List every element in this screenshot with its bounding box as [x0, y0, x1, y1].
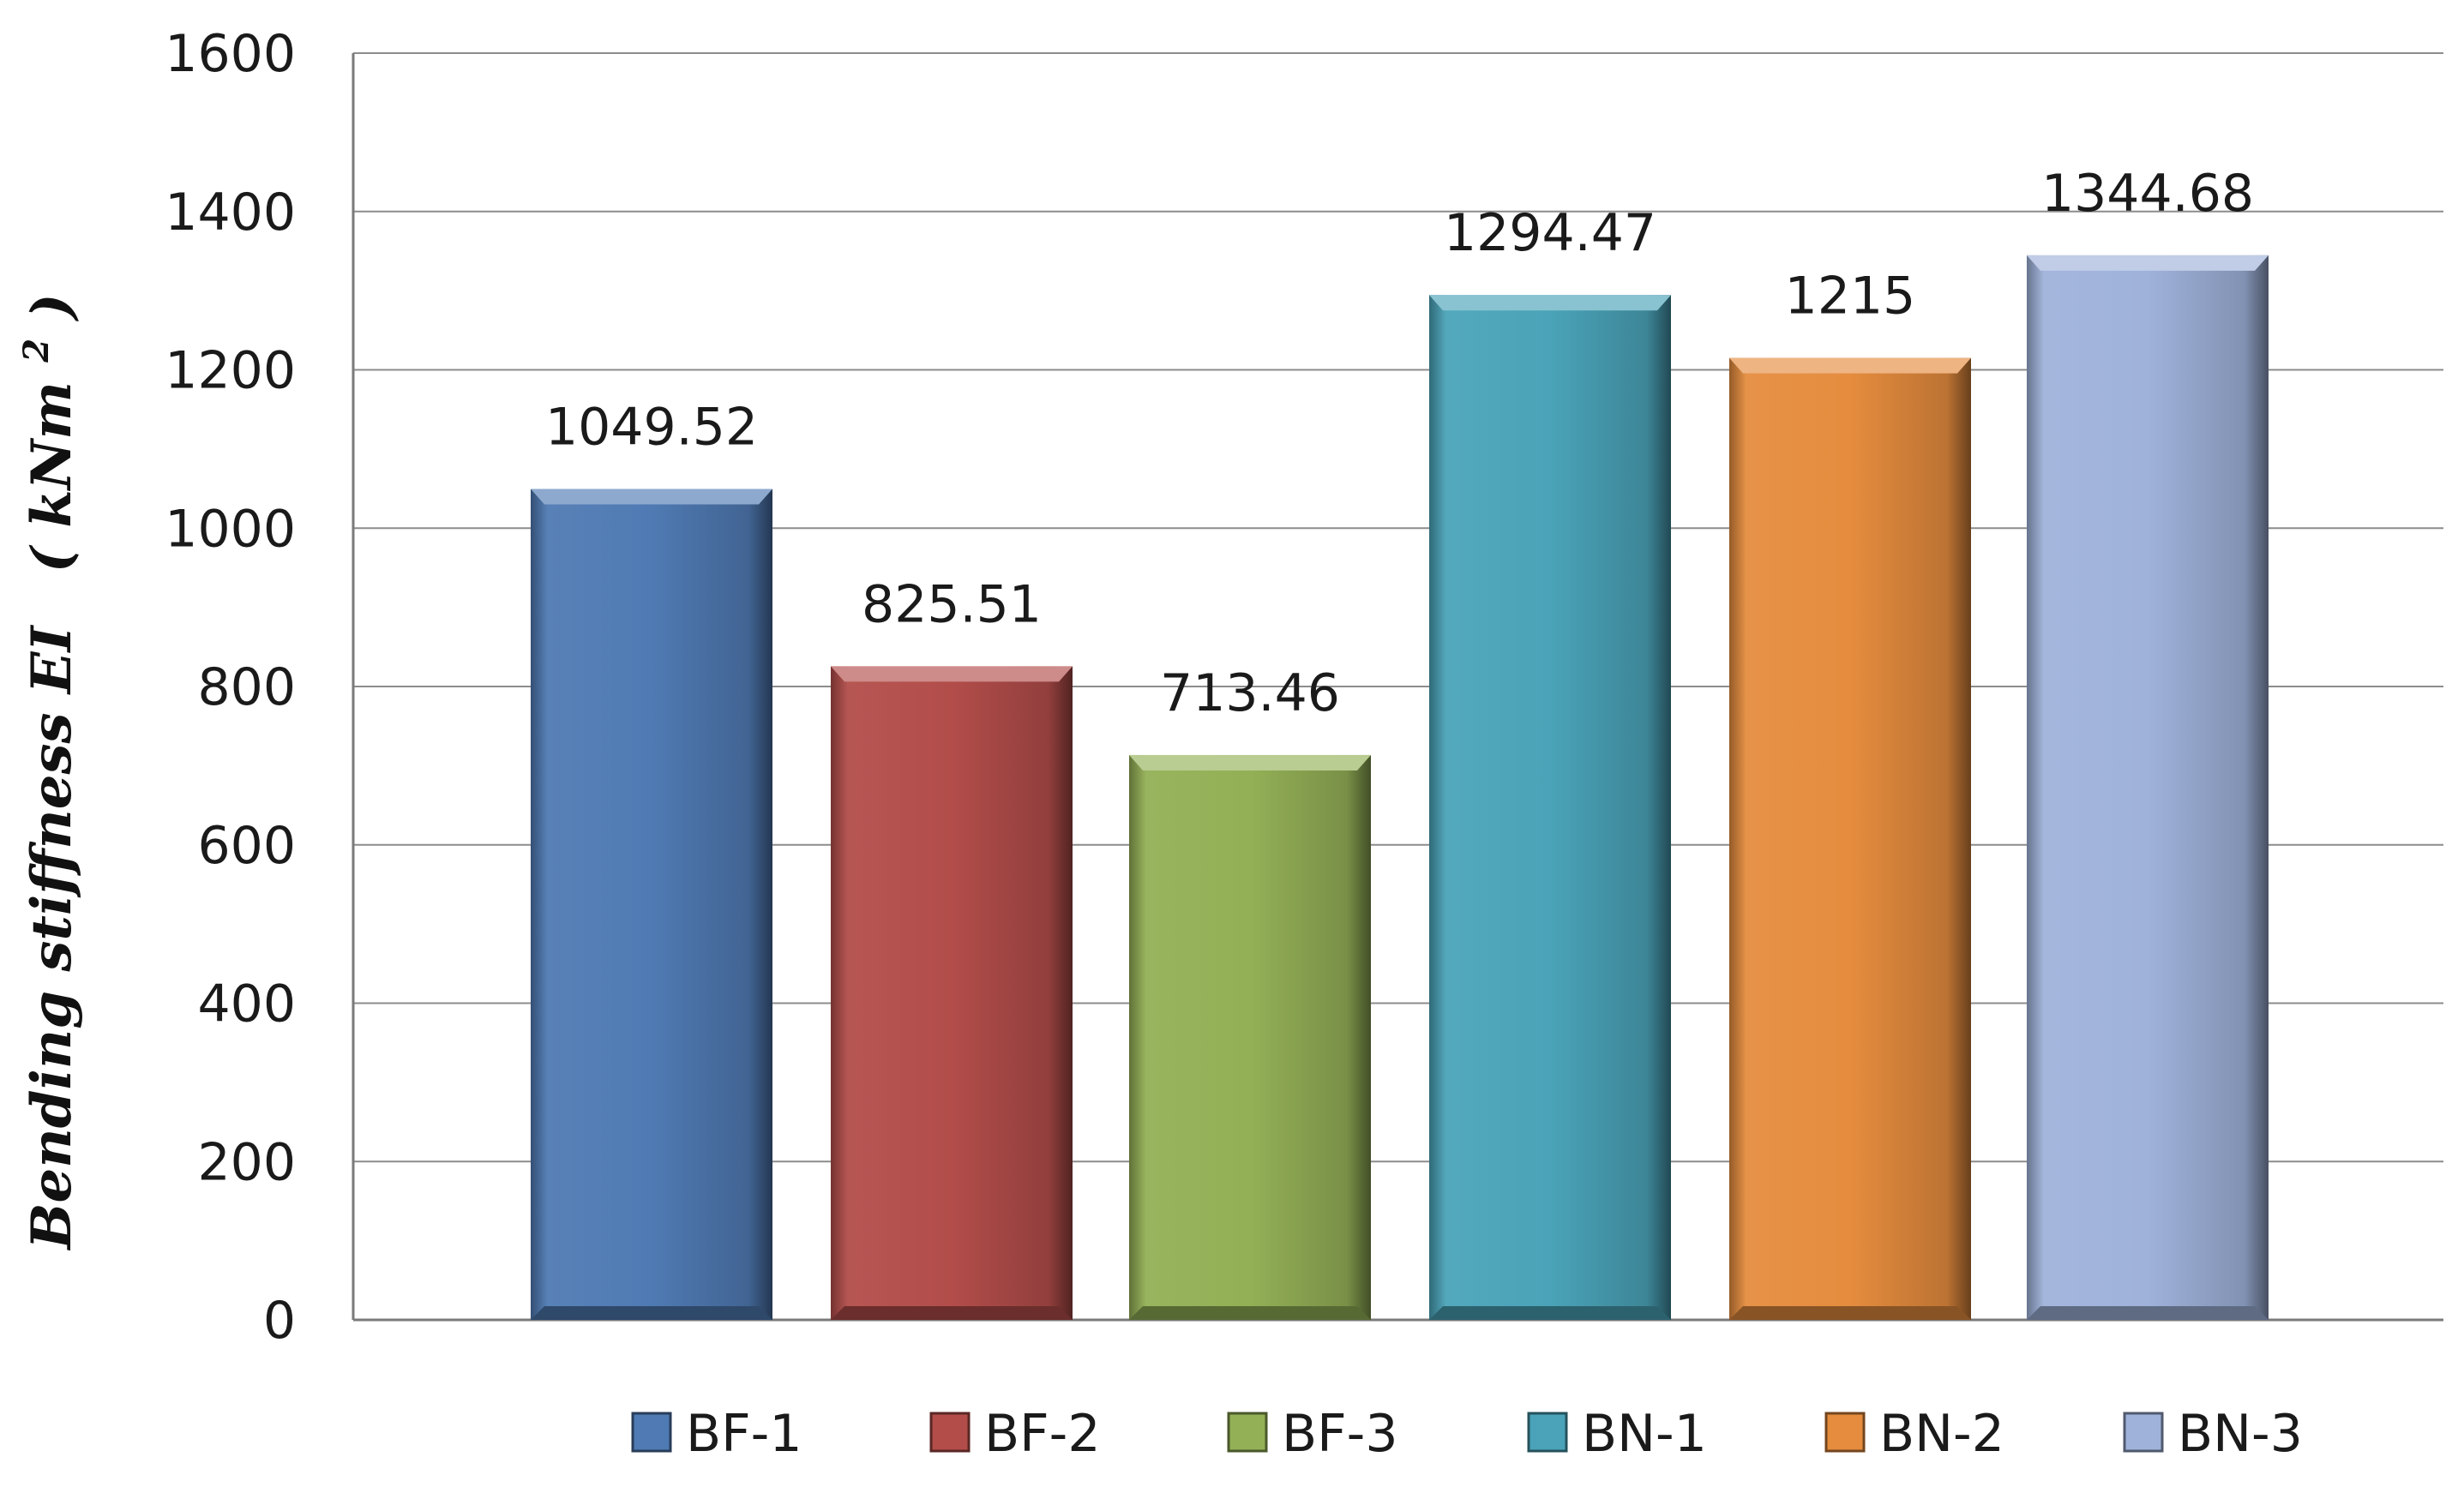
bar-top-bevel — [1429, 295, 1671, 311]
bar-bn-2 — [1729, 357, 1971, 1320]
bar-bf-2 — [831, 666, 1073, 1320]
y-axis-unit-open: ( — [20, 544, 84, 573]
y-axis-title-text: Bending stiffness EI — [20, 624, 84, 1250]
legend-label: BF-2 — [984, 1404, 1101, 1464]
legend-swatch — [1227, 1412, 1268, 1453]
bar-bottom-bevel — [1729, 1306, 1971, 1320]
legend-item-bf-2: BF-2 — [929, 1404, 1101, 1464]
bar-top-bevel — [531, 489, 772, 505]
legend-swatch — [631, 1412, 672, 1453]
bar-bottom-bevel — [531, 1306, 772, 1320]
legend-item-bn-2: BN-2 — [1824, 1404, 2004, 1464]
y-axis-ticks: 0 200 400 600 800 1000 1200 1400 1600 — [165, 24, 296, 1351]
legend-label: BF-1 — [686, 1404, 802, 1464]
bar-bn-1 — [1429, 295, 1671, 1320]
data-label: 1344.68 — [2041, 164, 2254, 224]
legend-label: BN-2 — [1879, 1404, 2004, 1464]
legend: BF-1 BF-2 BF-3 BN-1 BN-2 BN-3 — [631, 1404, 2303, 1464]
data-label: 1049.52 — [545, 398, 758, 458]
legend-item-bf-3: BF-3 — [1227, 1404, 1398, 1464]
legend-item-bn-3: BN-3 — [2123, 1404, 2303, 1464]
bar-top-bevel — [831, 666, 1073, 682]
data-label: 1294.47 — [1444, 203, 1656, 263]
data-label: 1215 — [1785, 267, 1916, 327]
bar-top-bevel — [1729, 357, 1971, 374]
data-label: 825.51 — [862, 574, 1042, 634]
bar-bottom-bevel — [1429, 1306, 1671, 1320]
y-tick-label: 200 — [197, 1132, 296, 1192]
legend-label: BN-1 — [1582, 1404, 1707, 1464]
data-label: 713.46 — [1160, 663, 1340, 723]
y-tick-label: 800 — [197, 657, 296, 717]
legend-label: BF-3 — [1282, 1404, 1398, 1464]
y-tick-label: 1000 — [165, 499, 296, 559]
legend-item-bf-1: BF-1 — [631, 1404, 802, 1464]
y-axis-unit-superscript: 2 — [16, 339, 57, 363]
bar-bottom-bevel — [1129, 1306, 1371, 1320]
legend-swatch — [1527, 1412, 1568, 1453]
legend-swatch — [2123, 1412, 2164, 1453]
y-axis-unit: kNm — [20, 381, 84, 528]
bar-bottom-bevel — [831, 1306, 1073, 1320]
legend-swatch — [1824, 1412, 1866, 1453]
bar-top-bevel — [2027, 255, 2269, 271]
data-labels: 1049.52 825.51 713.46 1294.47 1215 1344.68 — [545, 164, 2254, 723]
bar-bf-3 — [1129, 754, 1371, 1320]
y-tick-label: 1400 — [165, 183, 296, 243]
y-tick-label: 400 — [197, 974, 296, 1034]
bar-top-bevel — [1129, 754, 1371, 770]
bars — [531, 255, 2269, 1321]
y-axis-unit-close: ) — [20, 293, 84, 321]
y-axis-title: Bending stiffness EI ( kNm 2 ) — [0, 293, 84, 1250]
bar-bottom-bevel — [2027, 1306, 2269, 1320]
y-tick-label: 0 — [263, 1291, 296, 1351]
legend-swatch — [929, 1412, 971, 1453]
y-tick-label: 600 — [197, 816, 296, 876]
bar-bf-1 — [531, 489, 772, 1320]
y-tick-label: 1200 — [165, 341, 296, 401]
legend-item-bn-1: BN-1 — [1527, 1404, 1707, 1464]
bar-bn-3 — [2027, 255, 2269, 1321]
y-tick-label: 1600 — [165, 24, 296, 84]
legend-label: BN-3 — [2178, 1404, 2303, 1464]
